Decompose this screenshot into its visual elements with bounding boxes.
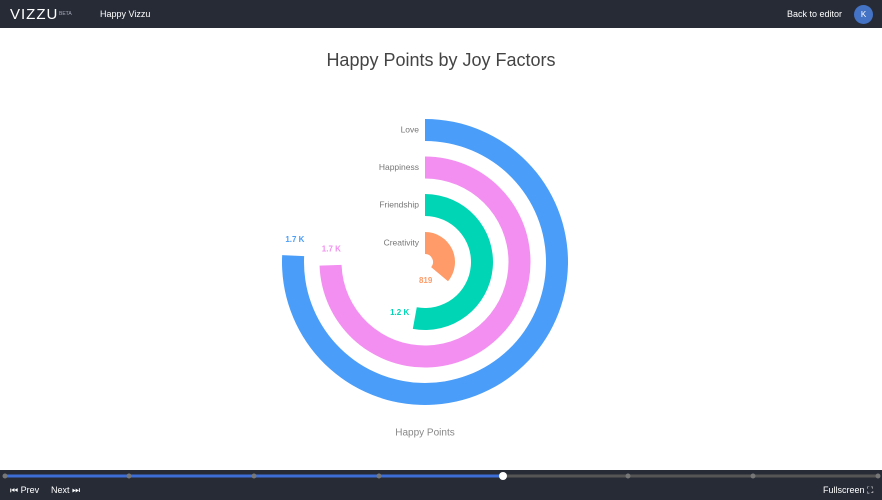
value-label: 819: [419, 276, 433, 285]
fullscreen-button[interactable]: Fullscreen ⛶: [823, 485, 874, 495]
top-bar: VIZZU BETA Happy Vizzu Back to editor K: [0, 0, 882, 28]
value-label: 1.7 K: [322, 244, 341, 253]
avatar[interactable]: K: [854, 5, 873, 24]
fullscreen-label: Fullscreen: [823, 485, 865, 495]
prev-button[interactable]: ⏮ Prev: [10, 485, 40, 495]
logo[interactable]: VIZZU: [10, 6, 59, 23]
next-label: Next: [51, 485, 70, 495]
back-button[interactable]: Back to editor: [787, 9, 843, 19]
progress[interactable]: [0, 470, 882, 482]
value-label: 1.7 K: [285, 235, 304, 244]
player-bar: ⏮ Prev Next ⏭ Fullscreen ⛶: [0, 470, 882, 500]
next-button[interactable]: Next ⏭: [51, 485, 81, 495]
category-label: Friendship: [379, 199, 419, 209]
value-label: 1.2 K: [390, 308, 409, 317]
project-name: Happy Vizzu: [100, 9, 151, 19]
category-label: Love: [401, 124, 420, 134]
radial-bar: [412, 194, 493, 330]
category-label: Happiness: [379, 162, 419, 172]
chart-title: Happy Points by Joy Factors: [326, 50, 555, 70]
category-label: Creativity: [384, 237, 420, 247]
radial-bar: [425, 232, 455, 282]
prev-label: Prev: [20, 485, 40, 495]
badge: BETA: [59, 11, 72, 17]
radial-bar: [319, 156, 531, 368]
axis-label: Happy Points: [395, 428, 454, 439]
chart: Happy Points by Joy Factors Happy Points…: [281, 50, 568, 439]
